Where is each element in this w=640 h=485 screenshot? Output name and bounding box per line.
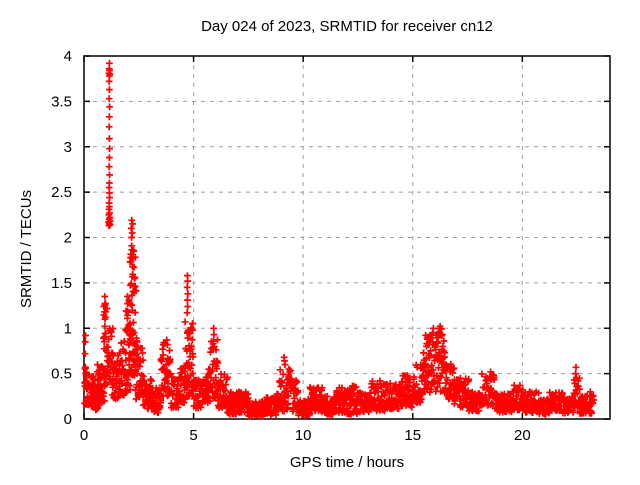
y-axis-label: SRMTID / TECUs: [18, 190, 35, 308]
y-tick-label: 2.5: [51, 184, 72, 201]
plot-border: [83, 55, 611, 420]
gridlines: [84, 56, 610, 419]
y-tick-label: 0: [64, 411, 72, 428]
y-tick-label: 4: [64, 48, 72, 65]
scatter-points: [81, 59, 597, 420]
y-tick-label: 1.5: [51, 275, 72, 292]
y-tick-labels: 0 0.5 1 1.5 2 2.5 3 3.5 4: [51, 48, 72, 428]
x-tick-label: 15: [404, 427, 421, 444]
y-tick-label: 0.5: [51, 366, 72, 383]
x-tick-labels: 0 5 10 15 20: [80, 427, 531, 444]
chart-title: Day 024 of 2023, SRMTID for receiver cn1…: [201, 18, 493, 35]
x-tick-label: 5: [189, 427, 197, 444]
x-tick-label: 0: [80, 427, 88, 444]
y-tick-label: 3.5: [51, 93, 72, 110]
y-tick-label: 2: [64, 230, 72, 247]
y-tick-label: 3: [64, 139, 72, 156]
x-tick-label: 20: [514, 427, 531, 444]
y-tick-label: 1: [64, 320, 72, 337]
x-axis-label: GPS time / hours: [290, 454, 404, 471]
x-tick-label: 10: [295, 427, 312, 444]
